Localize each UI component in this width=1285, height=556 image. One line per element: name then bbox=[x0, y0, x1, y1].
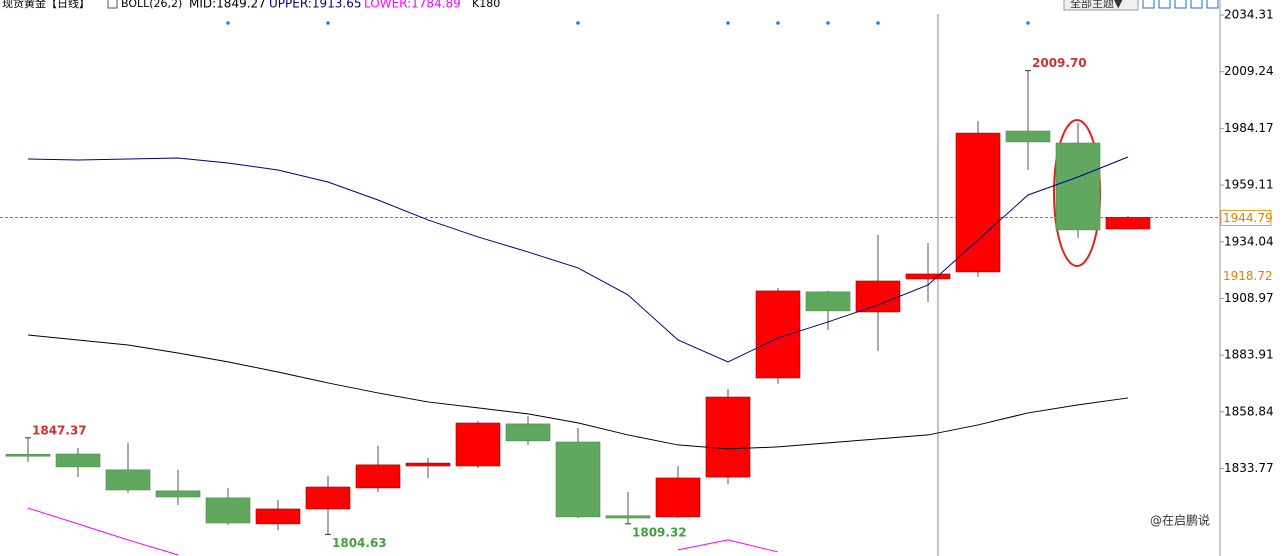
legend-entry: LOWER:1784.89 bbox=[364, 0, 461, 11]
theme-button[interactable] bbox=[1063, 0, 1139, 11]
candle-body bbox=[1055, 142, 1101, 231]
y-tick-label: 1984.17 bbox=[1224, 121, 1274, 135]
annotation: 2009.70 bbox=[1032, 56, 1087, 70]
event-markers bbox=[226, 21, 1030, 25]
period-label: K180 bbox=[472, 0, 500, 10]
watermark: @在启鹏说 bbox=[1150, 513, 1210, 528]
price-label: 1944.79 bbox=[1223, 211, 1273, 225]
annotation: 1809.32 bbox=[632, 525, 687, 539]
candle-body bbox=[155, 490, 201, 498]
candle-body bbox=[1105, 217, 1151, 230]
y-tick-label: 1833.77 bbox=[1224, 461, 1274, 475]
candle-body bbox=[105, 469, 151, 491]
plot bbox=[5, 70, 1151, 556]
candle-body bbox=[755, 290, 801, 379]
y-tick-label: 1883.91 bbox=[1224, 348, 1274, 362]
candle-body bbox=[1005, 130, 1051, 143]
candle-body bbox=[805, 291, 851, 312]
legend-entry: UPPER:1913.65 bbox=[269, 0, 361, 11]
toolbar-icons[interactable] bbox=[1142, 0, 1219, 9]
candle-body bbox=[255, 508, 301, 525]
candle-body bbox=[855, 280, 901, 313]
candle-body bbox=[305, 486, 351, 510]
y-tick-label: 1959.11 bbox=[1224, 178, 1274, 192]
candle-body bbox=[55, 453, 101, 468]
legend-entry: MID:1849.27 bbox=[189, 0, 266, 11]
annotation: 1804.63 bbox=[332, 536, 387, 550]
annotation: 1847.37 bbox=[32, 423, 87, 437]
candle-body bbox=[955, 132, 1001, 273]
indicator-label: BOLL(26,2) bbox=[121, 0, 182, 10]
candle-body bbox=[505, 423, 551, 442]
candle-body bbox=[905, 273, 951, 280]
theme-button-label[interactable]: 全部主题▼ bbox=[1070, 0, 1123, 10]
candle-body bbox=[555, 441, 601, 518]
band-line bbox=[677, 539, 779, 553]
candle-body bbox=[455, 422, 501, 467]
y-tick-label: 1934.04 bbox=[1224, 234, 1274, 248]
chart-title: 现货黄金【日线】 bbox=[2, 0, 90, 10]
y-tick-label: 2034.31 bbox=[1224, 7, 1274, 21]
price-box bbox=[1220, 209, 1272, 226]
band-line bbox=[27, 156, 1129, 363]
y-tick-label: 2009.24 bbox=[1224, 64, 1274, 78]
price-label: 1918.72 bbox=[1223, 269, 1273, 283]
candle-body bbox=[405, 462, 451, 467]
candle-body bbox=[5, 453, 51, 457]
candle-body bbox=[205, 497, 251, 524]
band-line bbox=[27, 507, 179, 556]
candle-body bbox=[605, 515, 651, 519]
y-tick-label: 1908.97 bbox=[1224, 291, 1274, 305]
indicator-icon bbox=[107, 0, 118, 9]
band-line bbox=[27, 334, 1129, 450]
candle-body bbox=[705, 396, 751, 478]
candle-body bbox=[355, 464, 401, 489]
y-tick-label: 1858.84 bbox=[1224, 404, 1274, 418]
candle-body bbox=[655, 477, 701, 518]
